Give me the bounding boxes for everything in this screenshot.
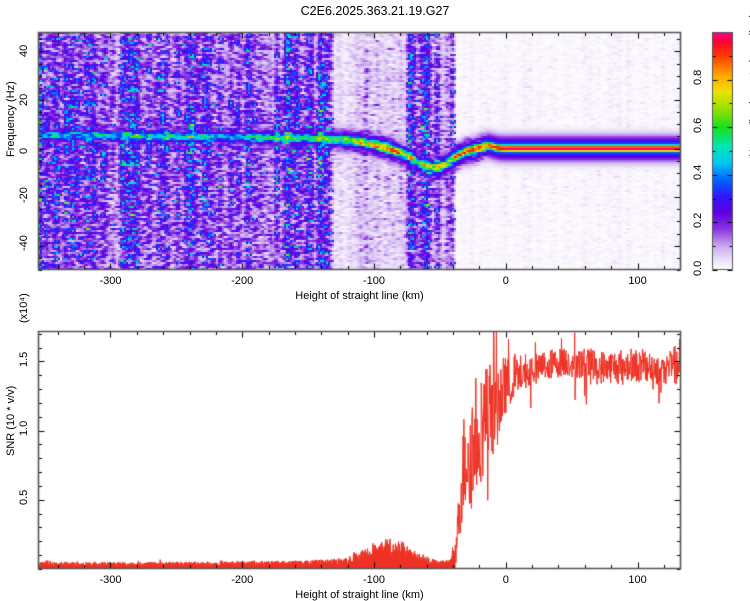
colorbar-tick-label: 0.0 [692,260,704,276]
page-title: C2E6.2025.363.21.19.G27 [300,4,450,18]
snr-ytick-label: 1.5 [18,351,30,367]
spectrogram-ytick-label: 20 [18,93,30,106]
snr-ytick-label: 1.0 [18,420,30,437]
spectrogram-ytick-label: -20 [18,186,30,203]
colorbar-tick-label: 0.8 [692,69,704,86]
spectrogram-xtick-label: 0 [502,275,509,287]
snr-ytick-label: 0.5 [18,490,30,506]
snr-xtick-label: -300 [99,574,122,586]
colorbar-tick-label: 0.2 [692,212,704,228]
snr-xtick-label: 100 [628,574,647,586]
snr-xtick-label: -200 [231,574,254,586]
spectrogram-xtick-label: -200 [231,275,254,287]
snr-y-axis-label: SNR (10 * v/v) [5,385,17,456]
snr-xtick-label: 0 [502,574,509,586]
snr-xtick-label: -100 [362,574,385,586]
colorbar-tick-label: 0.6 [692,117,704,133]
spectrogram-xtick-label: -300 [99,275,122,287]
spectrogram-ytick-label: -40 [18,235,30,252]
spectrogram-x-axis-label: Height of straight line (km) [295,290,424,302]
snr-exponent-label: (x10⁴) [18,292,30,323]
spectrogram-ytick-label: 40 [18,44,30,57]
colorbar-tick-label: 0.4 [692,165,704,181]
snr-x-axis-label: Height of straight line (km) [295,589,424,601]
spectrogram-y-axis-label: Frequency (Hz) [5,80,17,157]
spectrogram-xtick-label: 100 [628,275,647,287]
spectrogram-xtick-label: -100 [362,275,385,287]
spectrogram-ytick-label: 0 [18,147,30,155]
